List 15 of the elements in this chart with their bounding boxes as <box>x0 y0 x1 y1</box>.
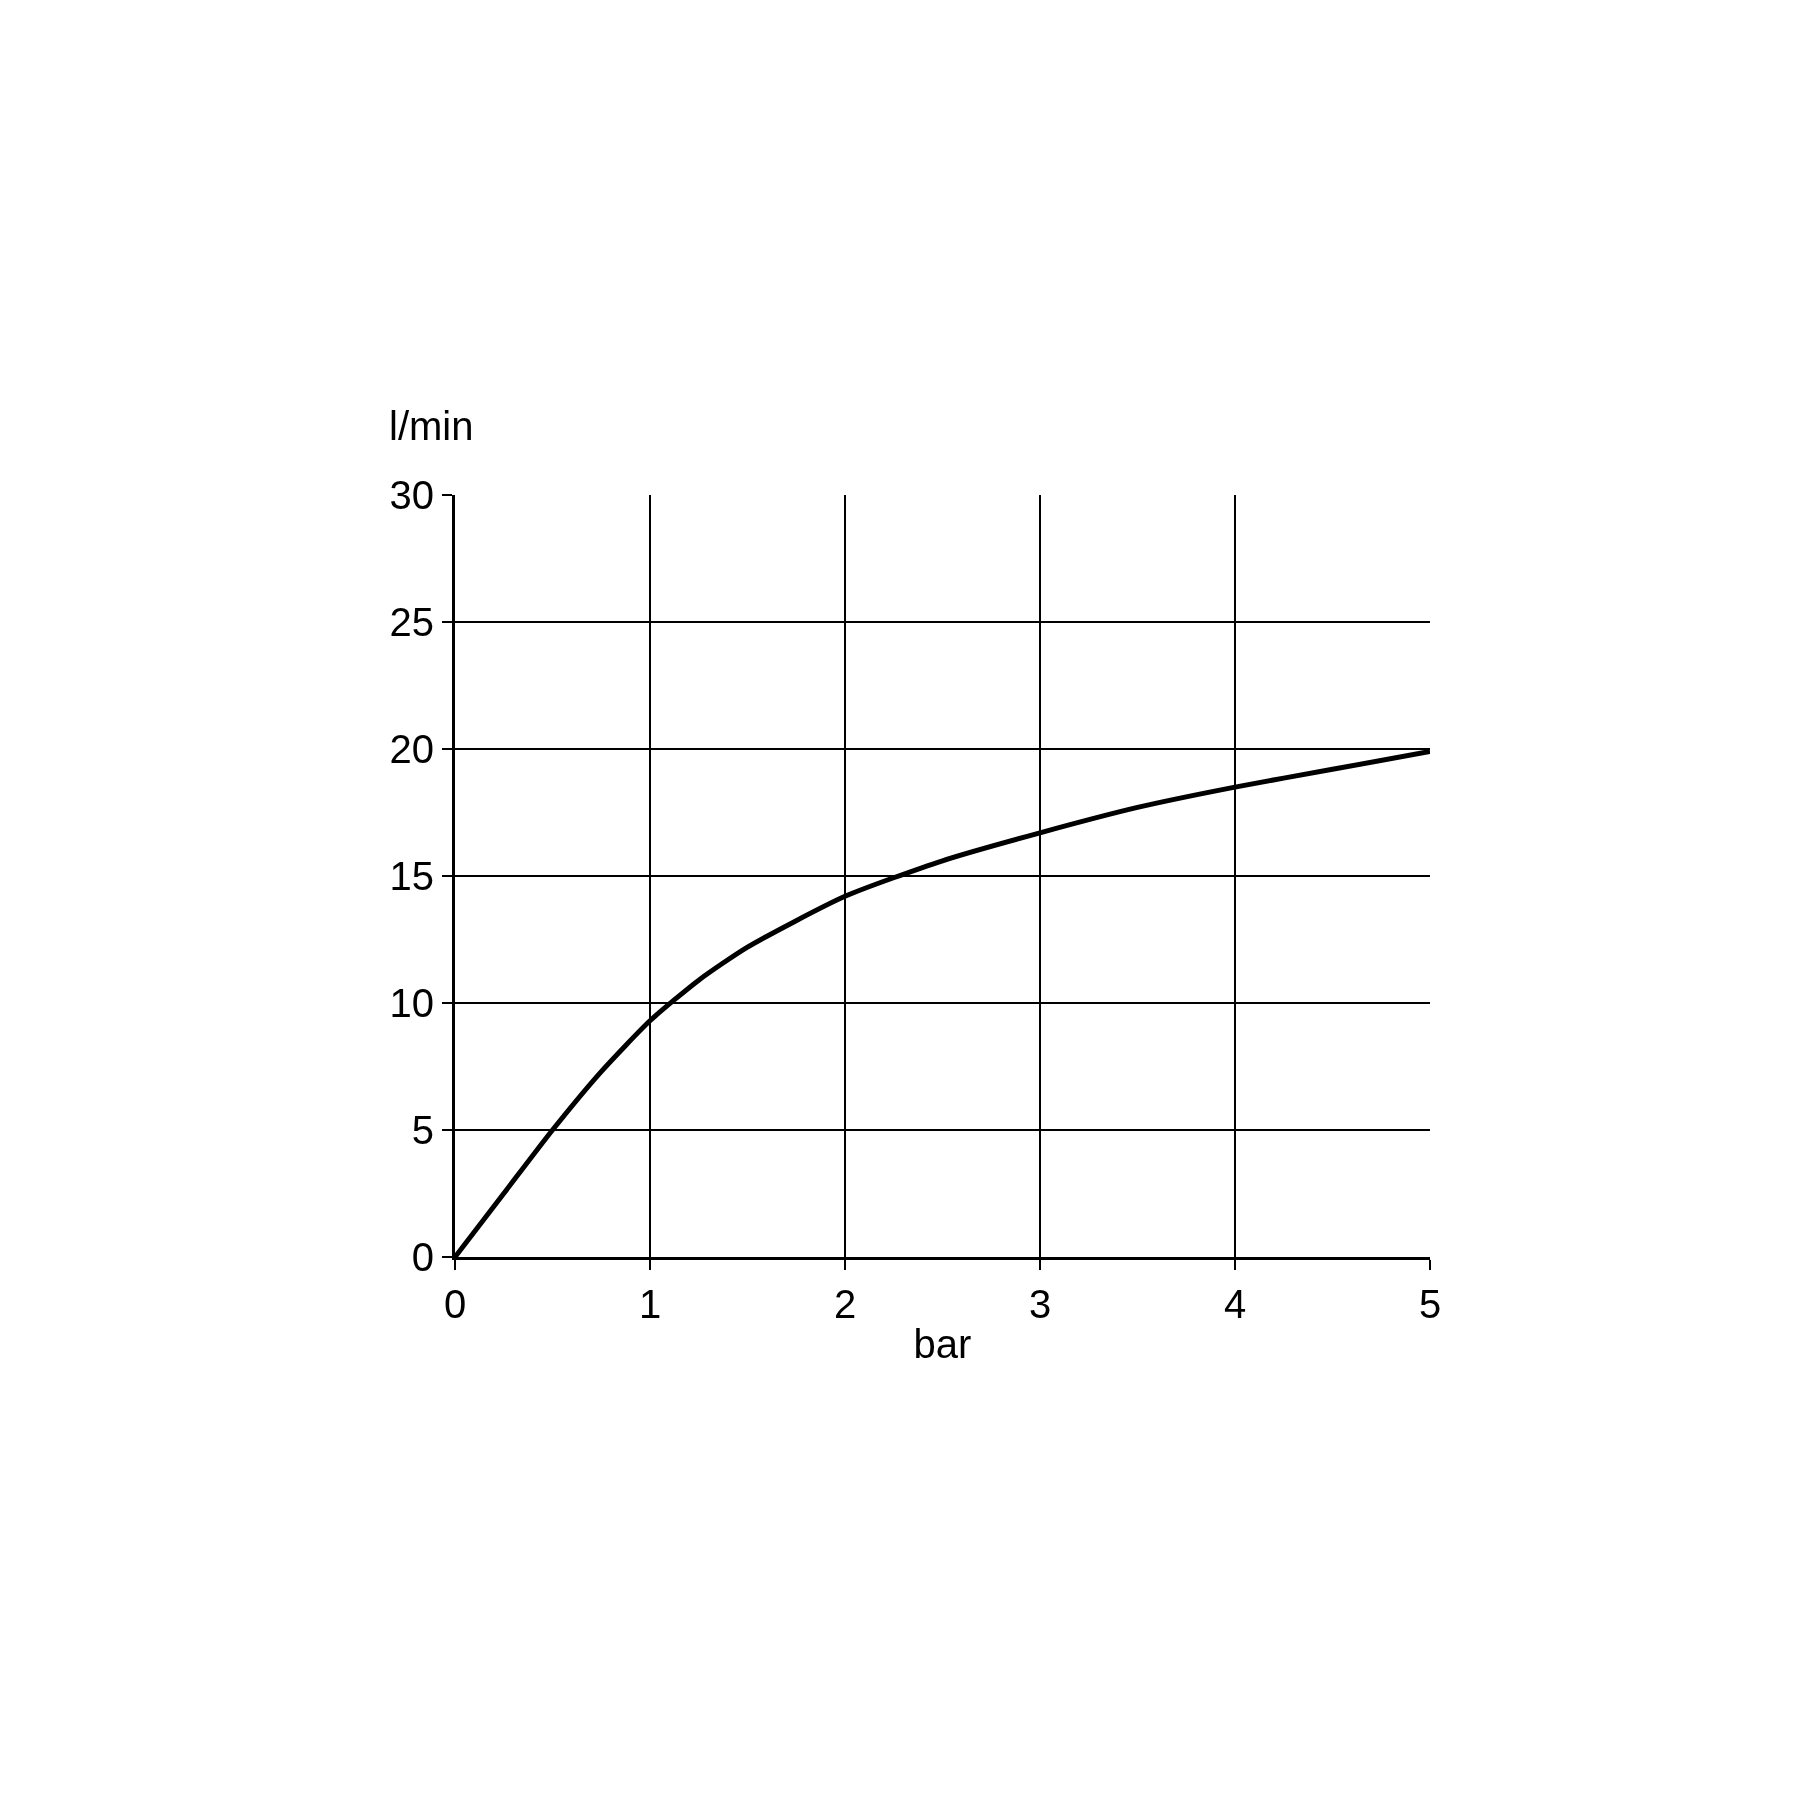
y-tick-label: 20 <box>389 727 434 771</box>
y-tick-label: 0 <box>411 1235 434 1279</box>
x-tick-label: 2 <box>833 1282 857 1326</box>
x-tick-label: 5 <box>1418 1282 1442 1326</box>
x-axis-title: bar <box>913 1321 972 1366</box>
x-tick-label: 1 <box>638 1282 662 1326</box>
y-tick-label: 15 <box>389 854 434 898</box>
x-tick-label: 4 <box>1223 1282 1247 1326</box>
y-tick-label: 25 <box>389 600 434 644</box>
x-tick-label: 0 <box>443 1282 467 1326</box>
x-tick-label: 3 <box>1028 1282 1052 1326</box>
y-tick-label: 30 <box>389 473 434 517</box>
y-tick-label: 5 <box>411 1108 434 1152</box>
y-axis-title: l/min <box>389 404 474 448</box>
y-tick-label: 10 <box>389 981 434 1025</box>
